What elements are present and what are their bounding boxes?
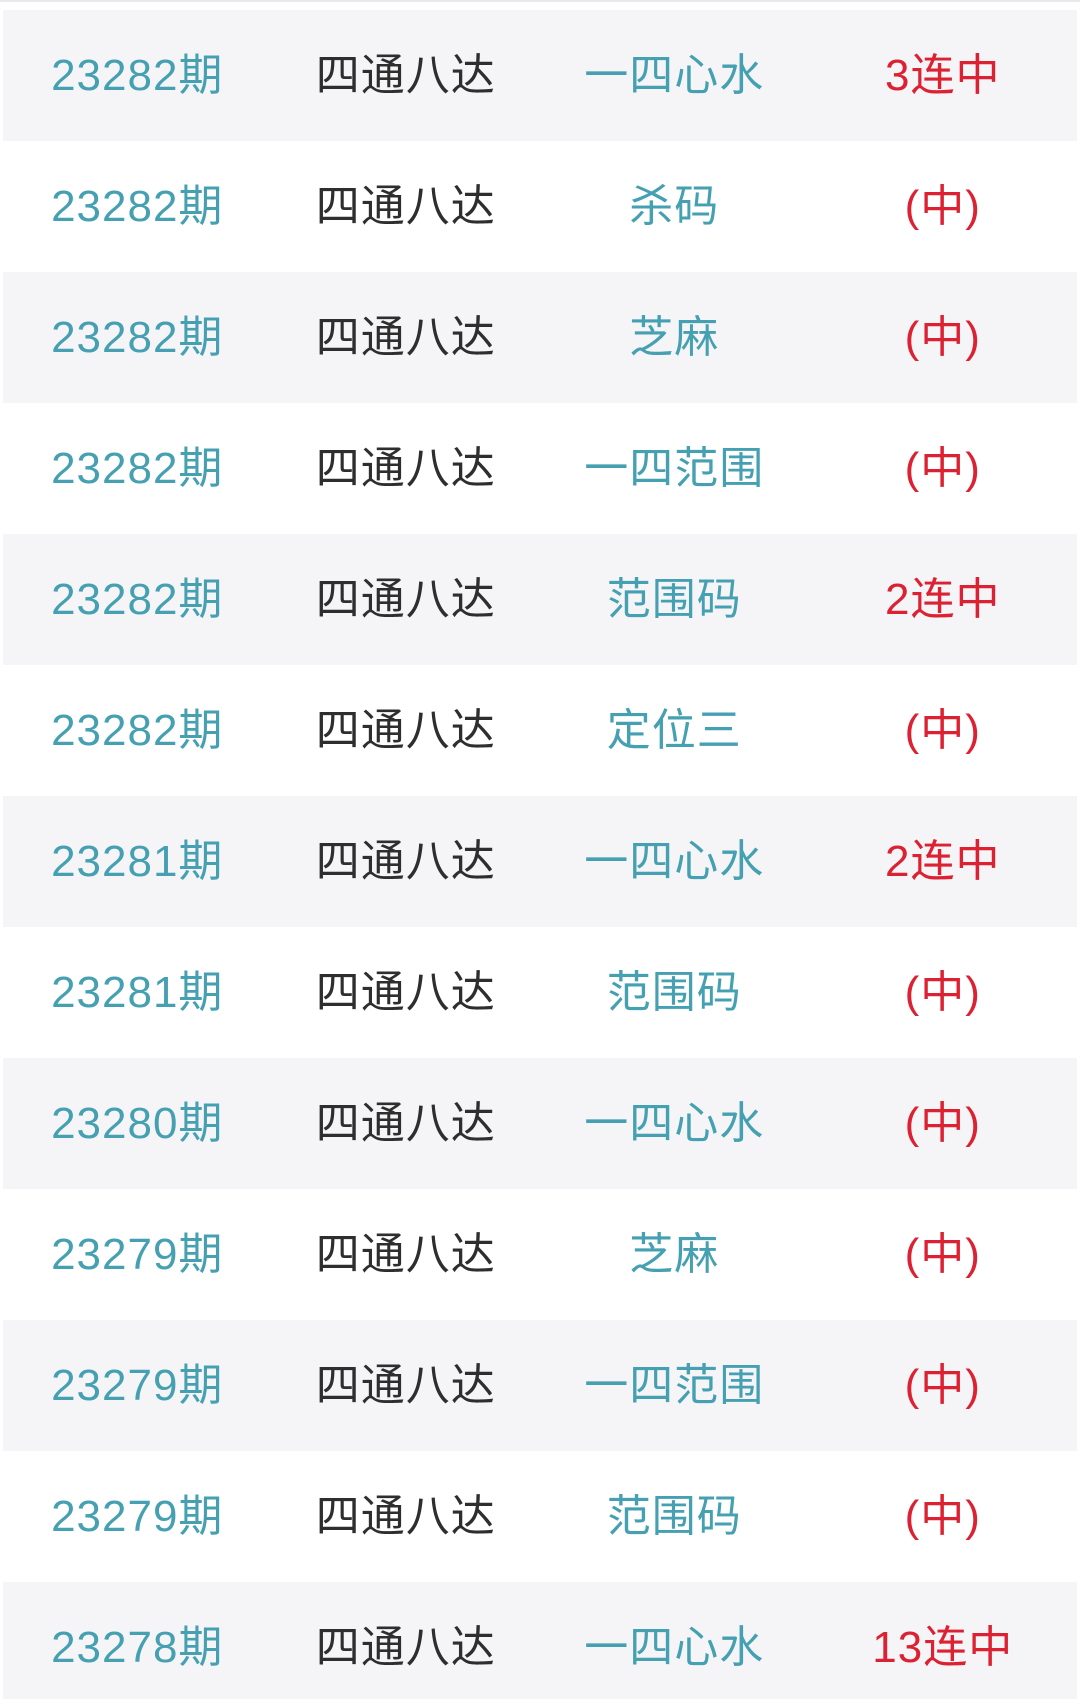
category-label: 一四心水 xyxy=(584,1098,765,1148)
period-label: 23281期 xyxy=(51,836,224,886)
category-label: 芝麻 xyxy=(629,1229,720,1279)
category-label: 芝麻 xyxy=(629,312,720,362)
source-label: 四通八达 xyxy=(315,967,496,1017)
source-label: 四通八达 xyxy=(315,1491,496,1541)
result-row[interactable]: 23279期 四通八达 一四范围 (中) xyxy=(3,1320,1077,1451)
period-label: 23282期 xyxy=(51,181,224,231)
period-label: 23282期 xyxy=(51,50,224,100)
source-label: 四通八达 xyxy=(315,1622,496,1672)
result-row[interactable]: 23282期 四通八达 范围码 2连中 xyxy=(3,534,1077,665)
source-label: 四通八达 xyxy=(315,574,496,624)
result-row[interactable]: 23282期 四通八达 定位三 (中) xyxy=(3,665,1077,796)
result-label: 3连中 xyxy=(885,50,1001,100)
result-label: (中) xyxy=(904,1360,981,1410)
result-row[interactable]: 23279期 四通八达 芝麻 (中) xyxy=(3,1189,1077,1320)
top-gap xyxy=(0,2,1080,10)
result-label: (中) xyxy=(904,312,981,362)
result-row[interactable]: 23281期 四通八达 一四心水 2连中 xyxy=(3,796,1077,927)
result-label: (中) xyxy=(904,1229,981,1279)
category-label: 定位三 xyxy=(606,705,742,755)
result-row[interactable]: 23279期 四通八达 范围码 (中) xyxy=(3,1451,1077,1582)
result-label: (中) xyxy=(904,1491,981,1541)
period-label: 23279期 xyxy=(51,1360,224,1410)
result-label: (中) xyxy=(904,705,981,755)
result-label: 13连中 xyxy=(872,1622,1014,1672)
period-label: 23278期 xyxy=(51,1622,224,1672)
period-label: 23281期 xyxy=(51,967,224,1017)
result-row[interactable]: 23282期 四通八达 芝麻 (中) xyxy=(3,272,1077,403)
result-label: (中) xyxy=(904,967,981,1017)
category-label: 一四心水 xyxy=(584,1622,765,1672)
top-divider xyxy=(0,0,1080,2)
result-row[interactable]: 23280期 四通八达 一四心水 (中) xyxy=(3,1058,1077,1189)
result-label: 2连中 xyxy=(885,574,1001,624)
result-row[interactable]: 23282期 四通八达 一四范围 (中) xyxy=(3,403,1077,534)
source-label: 四通八达 xyxy=(315,443,496,493)
source-label: 四通八达 xyxy=(315,705,496,755)
category-label: 范围码 xyxy=(606,1491,742,1541)
result-label: (中) xyxy=(904,1098,981,1148)
category-label: 一四范围 xyxy=(584,1360,765,1410)
result-row[interactable]: 23281期 四通八达 范围码 (中) xyxy=(3,927,1077,1058)
category-label: 一四范围 xyxy=(584,443,765,493)
source-label: 四通八达 xyxy=(315,50,496,100)
period-label: 23282期 xyxy=(51,705,224,755)
category-label: 一四心水 xyxy=(584,50,765,100)
period-label: 23282期 xyxy=(51,312,224,362)
period-label: 23279期 xyxy=(51,1491,224,1541)
category-label: 杀码 xyxy=(629,181,720,231)
result-row[interactable]: 23282期 四通八达 杀码 (中) xyxy=(3,141,1077,272)
result-label: (中) xyxy=(904,181,981,231)
result-row[interactable]: 23282期 四通八达 一四心水 3连中 xyxy=(3,10,1077,141)
period-label: 23280期 xyxy=(51,1098,224,1148)
category-label: 范围码 xyxy=(606,574,742,624)
result-row[interactable]: 23278期 四通八达 一四心水 13连中 xyxy=(3,1582,1077,1699)
category-label: 一四心水 xyxy=(584,836,765,886)
result-label: (中) xyxy=(904,443,981,493)
period-label: 23279期 xyxy=(51,1229,224,1279)
results-list: 23282期 四通八达 一四心水 3连中 23282期 四通八达 杀码 (中) … xyxy=(0,10,1080,1699)
source-label: 四通八达 xyxy=(315,1229,496,1279)
period-label: 23282期 xyxy=(51,443,224,493)
period-label: 23282期 xyxy=(51,574,224,624)
source-label: 四通八达 xyxy=(315,181,496,231)
source-label: 四通八达 xyxy=(315,1360,496,1410)
category-label: 范围码 xyxy=(606,967,742,1017)
source-label: 四通八达 xyxy=(315,312,496,362)
source-label: 四通八达 xyxy=(315,1098,496,1148)
result-label: 2连中 xyxy=(885,836,1001,886)
source-label: 四通八达 xyxy=(315,836,496,886)
